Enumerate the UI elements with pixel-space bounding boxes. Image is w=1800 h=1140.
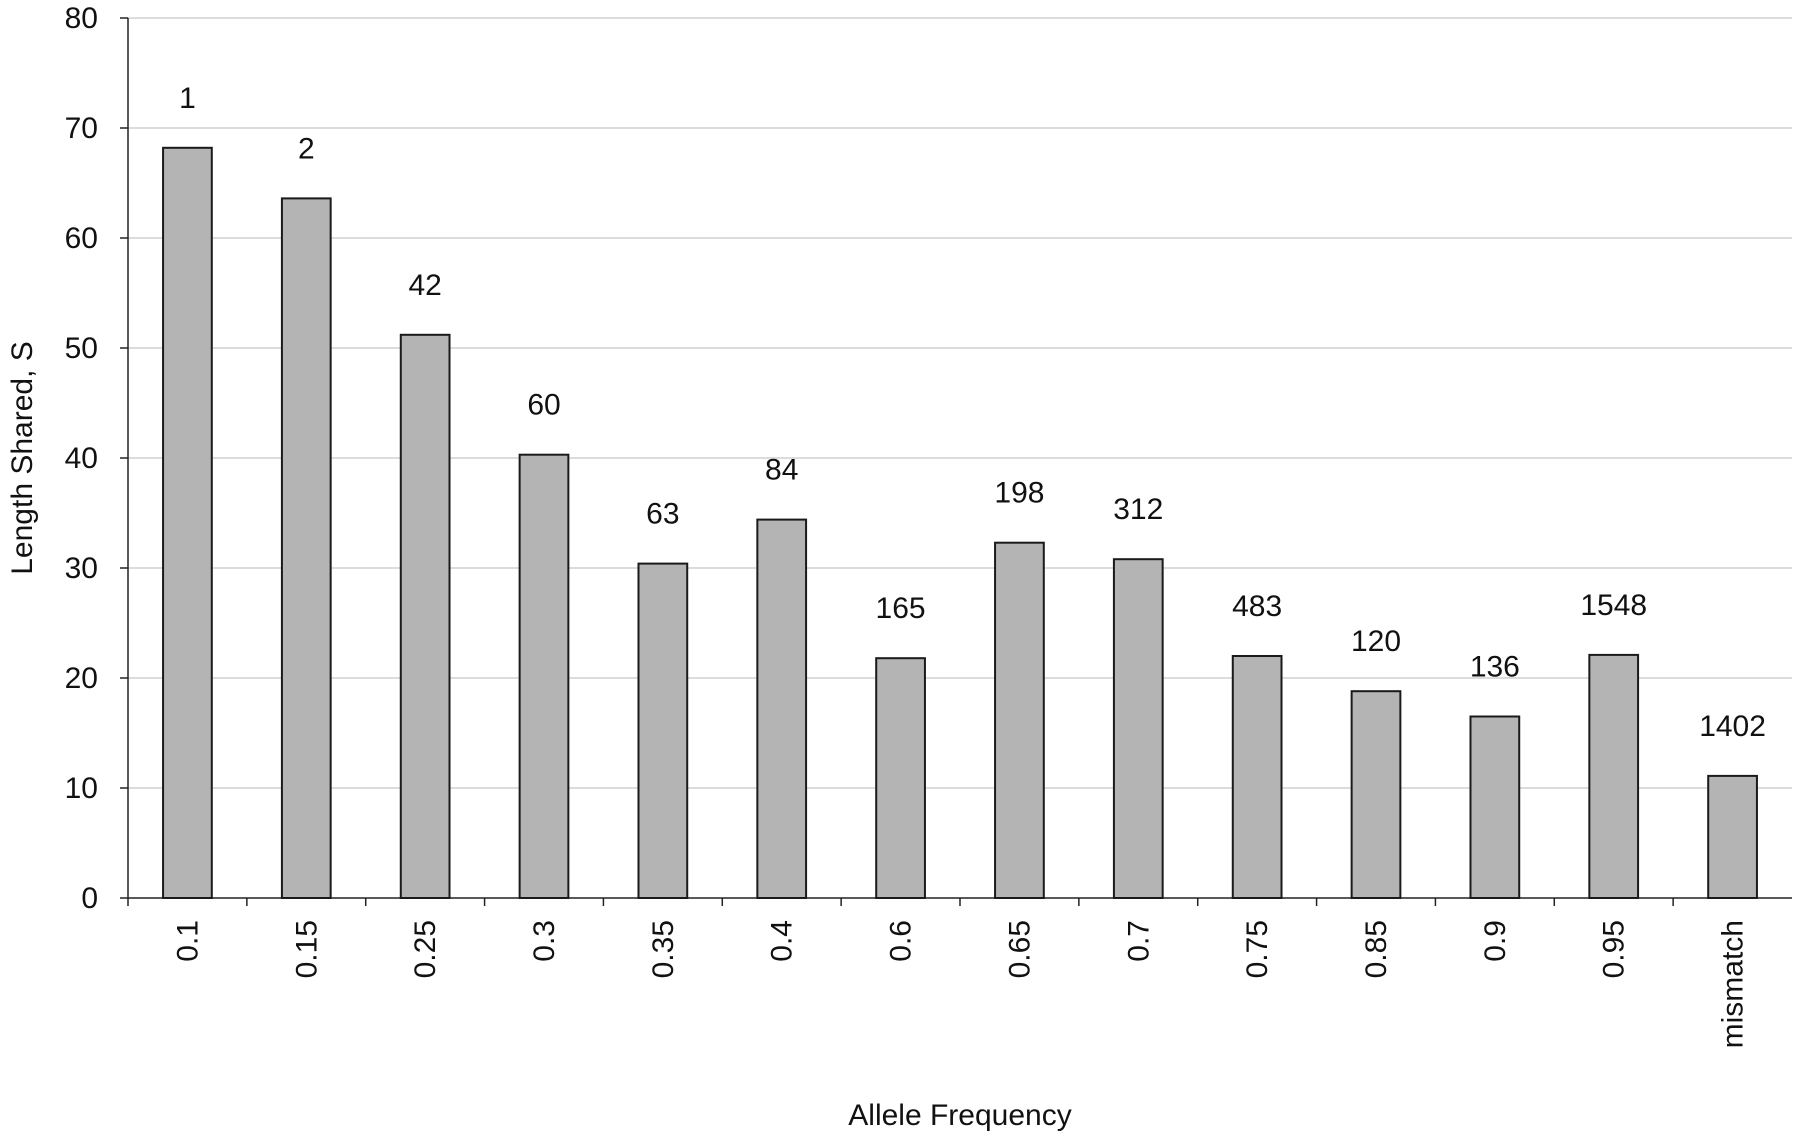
x-tick-label: 0.25 bbox=[409, 920, 442, 978]
y-tick-labels: 0 10 20 30 40 50 60 70 80 bbox=[65, 2, 98, 915]
y-tick-label: 40 bbox=[65, 442, 98, 475]
bar-data-label: 1548 bbox=[1580, 589, 1647, 622]
bar-0.95 bbox=[1588, 653, 1640, 900]
x-tick-label: 0.7 bbox=[1122, 920, 1155, 962]
bar-data-label: 42 bbox=[408, 269, 441, 302]
y-tick-label: 80 bbox=[65, 2, 98, 35]
y-axis-title: Length Shared, S bbox=[6, 341, 39, 575]
bar-data-label: 483 bbox=[1232, 590, 1282, 623]
bar-0.75 bbox=[1231, 655, 1283, 899]
bar-0.4 bbox=[756, 518, 808, 899]
x-tick-label: 0.35 bbox=[647, 920, 680, 978]
y-tick-label: 50 bbox=[65, 332, 98, 365]
bar-0.1 bbox=[162, 146, 213, 900]
x-tick-label: 0.65 bbox=[1003, 920, 1036, 978]
x-tick-label: 0.85 bbox=[1360, 920, 1393, 978]
bar-data-label: 60 bbox=[527, 389, 560, 422]
x-tick-label: 0.4 bbox=[766, 920, 799, 962]
x-tick-label: 0.3 bbox=[528, 920, 561, 962]
bar-data-label: 120 bbox=[1351, 625, 1401, 658]
x-tick-label: 0.6 bbox=[885, 920, 918, 962]
y-tick-label: 70 bbox=[65, 112, 98, 145]
bar-labels-layer: 1 2 42 60 63 84 165 198 312 483 120 136 1548 1402 bbox=[179, 82, 1766, 743]
x-tick-labels: 0.1 0.15 0.25 0.3 0.35 0.4 0.6 0.65 0.7 0.75 0.85 0… bbox=[171, 920, 1749, 1048]
x-tick-label: 0.15 bbox=[290, 920, 323, 978]
bar-0.7 bbox=[1112, 558, 1164, 899]
x-tick-label: mismatch bbox=[1717, 920, 1750, 1048]
y-tick-label: 20 bbox=[65, 662, 98, 695]
bar-0.9 bbox=[1469, 715, 1521, 899]
y-tick-label: 60 bbox=[65, 222, 98, 255]
bar-data-label: 84 bbox=[765, 454, 798, 487]
bar-0.65 bbox=[994, 541, 1045, 899]
bar-data-label: 1402 bbox=[1699, 710, 1766, 743]
bar-data-label: 312 bbox=[1113, 493, 1163, 526]
bar-data-label: 1 bbox=[179, 82, 196, 115]
bar-0.35 bbox=[637, 562, 689, 899]
bar-0.6 bbox=[875, 657, 926, 900]
bars-layer bbox=[162, 146, 1758, 900]
x-tick-label: 0.75 bbox=[1241, 920, 1274, 978]
bar-mismatch bbox=[1707, 774, 1758, 900]
bar-data-label: 136 bbox=[1470, 651, 1520, 684]
grid-layer bbox=[120, 17, 1792, 906]
y-tick-label: 0 bbox=[81, 882, 98, 915]
bar-data-label: 198 bbox=[994, 477, 1044, 510]
bar-0.3 bbox=[518, 453, 570, 899]
bar-data-label: 63 bbox=[646, 498, 679, 531]
bar-0.15 bbox=[280, 197, 332, 899]
x-tick-label: 0.95 bbox=[1598, 920, 1631, 978]
x-tick-label: 0.1 bbox=[171, 920, 204, 962]
x-tick-label: 0.9 bbox=[1479, 920, 1512, 962]
bar-data-label: 165 bbox=[876, 592, 926, 625]
y-tick-label: 10 bbox=[65, 772, 98, 805]
x-axis-title: Allele Frequency bbox=[848, 1099, 1071, 1132]
bar-0.25 bbox=[399, 333, 451, 899]
bar-data-label: 2 bbox=[298, 132, 315, 165]
y-tick-label: 30 bbox=[65, 552, 98, 585]
bar-0.85 bbox=[1350, 690, 1402, 900]
